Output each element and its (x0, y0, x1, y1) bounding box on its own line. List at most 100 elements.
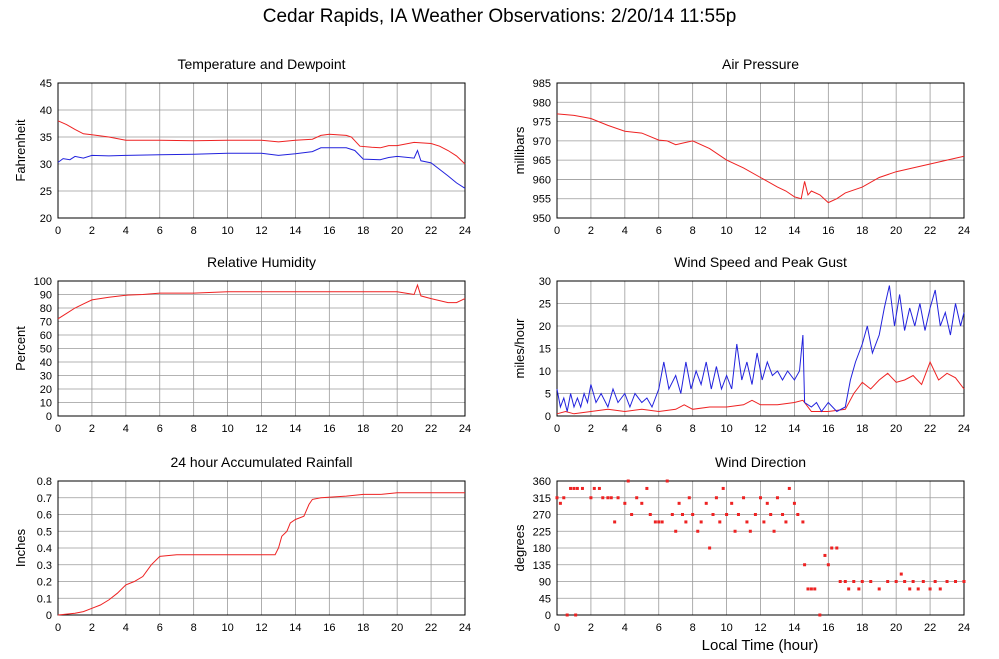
x-tick-label: 8 (690, 622, 696, 634)
x-tick-label: 10 (720, 225, 732, 237)
x-tick-label: 2 (89, 423, 95, 435)
x-tick-label: 18 (357, 622, 369, 634)
y-tick-label: 0.2 (37, 577, 52, 589)
direction-point (784, 520, 788, 524)
direction-point (857, 587, 861, 591)
direction-point (674, 529, 678, 533)
y-tick-label: 980 (533, 97, 551, 109)
y-tick-label: 10 (539, 366, 551, 378)
y-tick-label: 20 (40, 384, 52, 396)
direction-point (696, 529, 700, 533)
x-tick-label: 8 (191, 225, 197, 237)
direction-point (680, 513, 684, 516)
direction-point (592, 486, 596, 490)
y-axis-label: millibars (512, 126, 527, 174)
direction-point (775, 496, 779, 500)
x-tick-label: 8 (690, 225, 696, 237)
chart-title: Relative Humidity (207, 254, 316, 270)
y-tick-label: 950 (533, 213, 551, 225)
x-tick-label: 2 (588, 622, 594, 634)
x-tick-label: 24 (459, 225, 471, 237)
x-tick-label: 0 (55, 622, 61, 634)
direction-point (580, 486, 584, 490)
y-tick-label: 965 (533, 155, 551, 167)
x-tick-label: 10 (221, 423, 233, 435)
rainfall-chart: 0 2 4 6 8 10 12 14 16 18 20 22 2400.10.20.30.40.50.6… (13, 454, 471, 634)
x-tick-label: 8 (690, 423, 696, 435)
direction-point (765, 501, 769, 505)
plot-frame (556, 480, 965, 616)
wind-direction-chart: 0 2 4 6 8 10 12 14 16 18 20 22 240459013518022527031… (512, 454, 970, 634)
y-tick-label: 45 (539, 593, 551, 605)
x-tick-label: 18 (357, 423, 369, 435)
x-tick-label: 16 (822, 423, 834, 435)
direction-point (781, 513, 785, 516)
y-tick-label: 10 (40, 398, 52, 410)
x-tick-label: 4 (123, 225, 129, 237)
x-tick-label: 6 (157, 423, 163, 435)
direction-point (748, 529, 752, 533)
y-tick-label: 0.1 (37, 593, 52, 605)
direction-point (684, 520, 688, 524)
x-tick-label: 20 (890, 225, 902, 237)
direction-point (806, 587, 810, 591)
x-tick-label: 22 (924, 225, 936, 237)
plot-frame (556, 280, 965, 417)
direction-point (843, 580, 847, 583)
x-tick-label: 18 (357, 225, 369, 237)
x-tick-label: 12 (754, 622, 766, 634)
direction-point (772, 529, 776, 533)
direction-point (847, 587, 851, 591)
x-tick-label: 16 (323, 423, 335, 435)
x-tick-label: 14 (289, 622, 301, 634)
red-series-line (556, 113, 965, 204)
direction-point (954, 580, 958, 583)
y-tick-label: 60 (40, 330, 52, 342)
y-tick-label: 30 (40, 371, 52, 383)
direction-point (623, 501, 627, 505)
y-tick-label: 20 (539, 321, 551, 333)
y-tick-label: 0.7 (37, 493, 52, 505)
y-tick-label: 0.3 (37, 560, 52, 572)
direction-point (708, 546, 712, 550)
y-tick-label: 100 (34, 276, 52, 288)
relative-humidity-chart: 0 2 4 6 8 10 12 14 16 18 20 22 240102030405060708090… (13, 254, 471, 435)
x-tick-label: 16 (323, 225, 335, 237)
x-tick-label: 14 (788, 225, 800, 237)
red-series-line (57, 283, 466, 320)
direction-point (962, 580, 966, 583)
direction-point (796, 513, 800, 516)
y-tick-label: 90 (40, 290, 52, 302)
direction-point (753, 513, 757, 516)
x-tick-label: 4 (622, 225, 628, 237)
y-tick-label: 0.4 (37, 543, 52, 555)
direction-point (572, 486, 576, 490)
x-tick-label: 12 (754, 423, 766, 435)
plot-frame (556, 82, 965, 219)
direction-point (687, 496, 691, 500)
direction-point (660, 520, 664, 524)
x-tick-label: 6 (656, 622, 662, 634)
direction-point (714, 496, 718, 500)
direction-point (792, 501, 796, 505)
y-axis-label: degrees (512, 524, 527, 571)
y-tick-label: 35 (40, 132, 52, 144)
direction-point (830, 546, 834, 550)
x-tick-label: 16 (822, 225, 834, 237)
y-axis-label: Fahrenheit (13, 119, 28, 182)
direction-point (609, 496, 613, 500)
direction-point (555, 496, 559, 500)
x-tick-label: 20 (890, 423, 902, 435)
direction-point (635, 496, 639, 500)
x-tick-label: 2 (588, 225, 594, 237)
direction-point (558, 501, 562, 505)
direction-point (809, 587, 813, 591)
y-tick-label: 975 (533, 117, 551, 129)
red-series-line (57, 120, 466, 165)
x-tick-label: 24 (958, 225, 970, 237)
direction-point (886, 580, 890, 583)
direction-point (589, 496, 593, 500)
x-tick-label: 14 (289, 423, 301, 435)
x-tick-label: 20 (391, 225, 403, 237)
